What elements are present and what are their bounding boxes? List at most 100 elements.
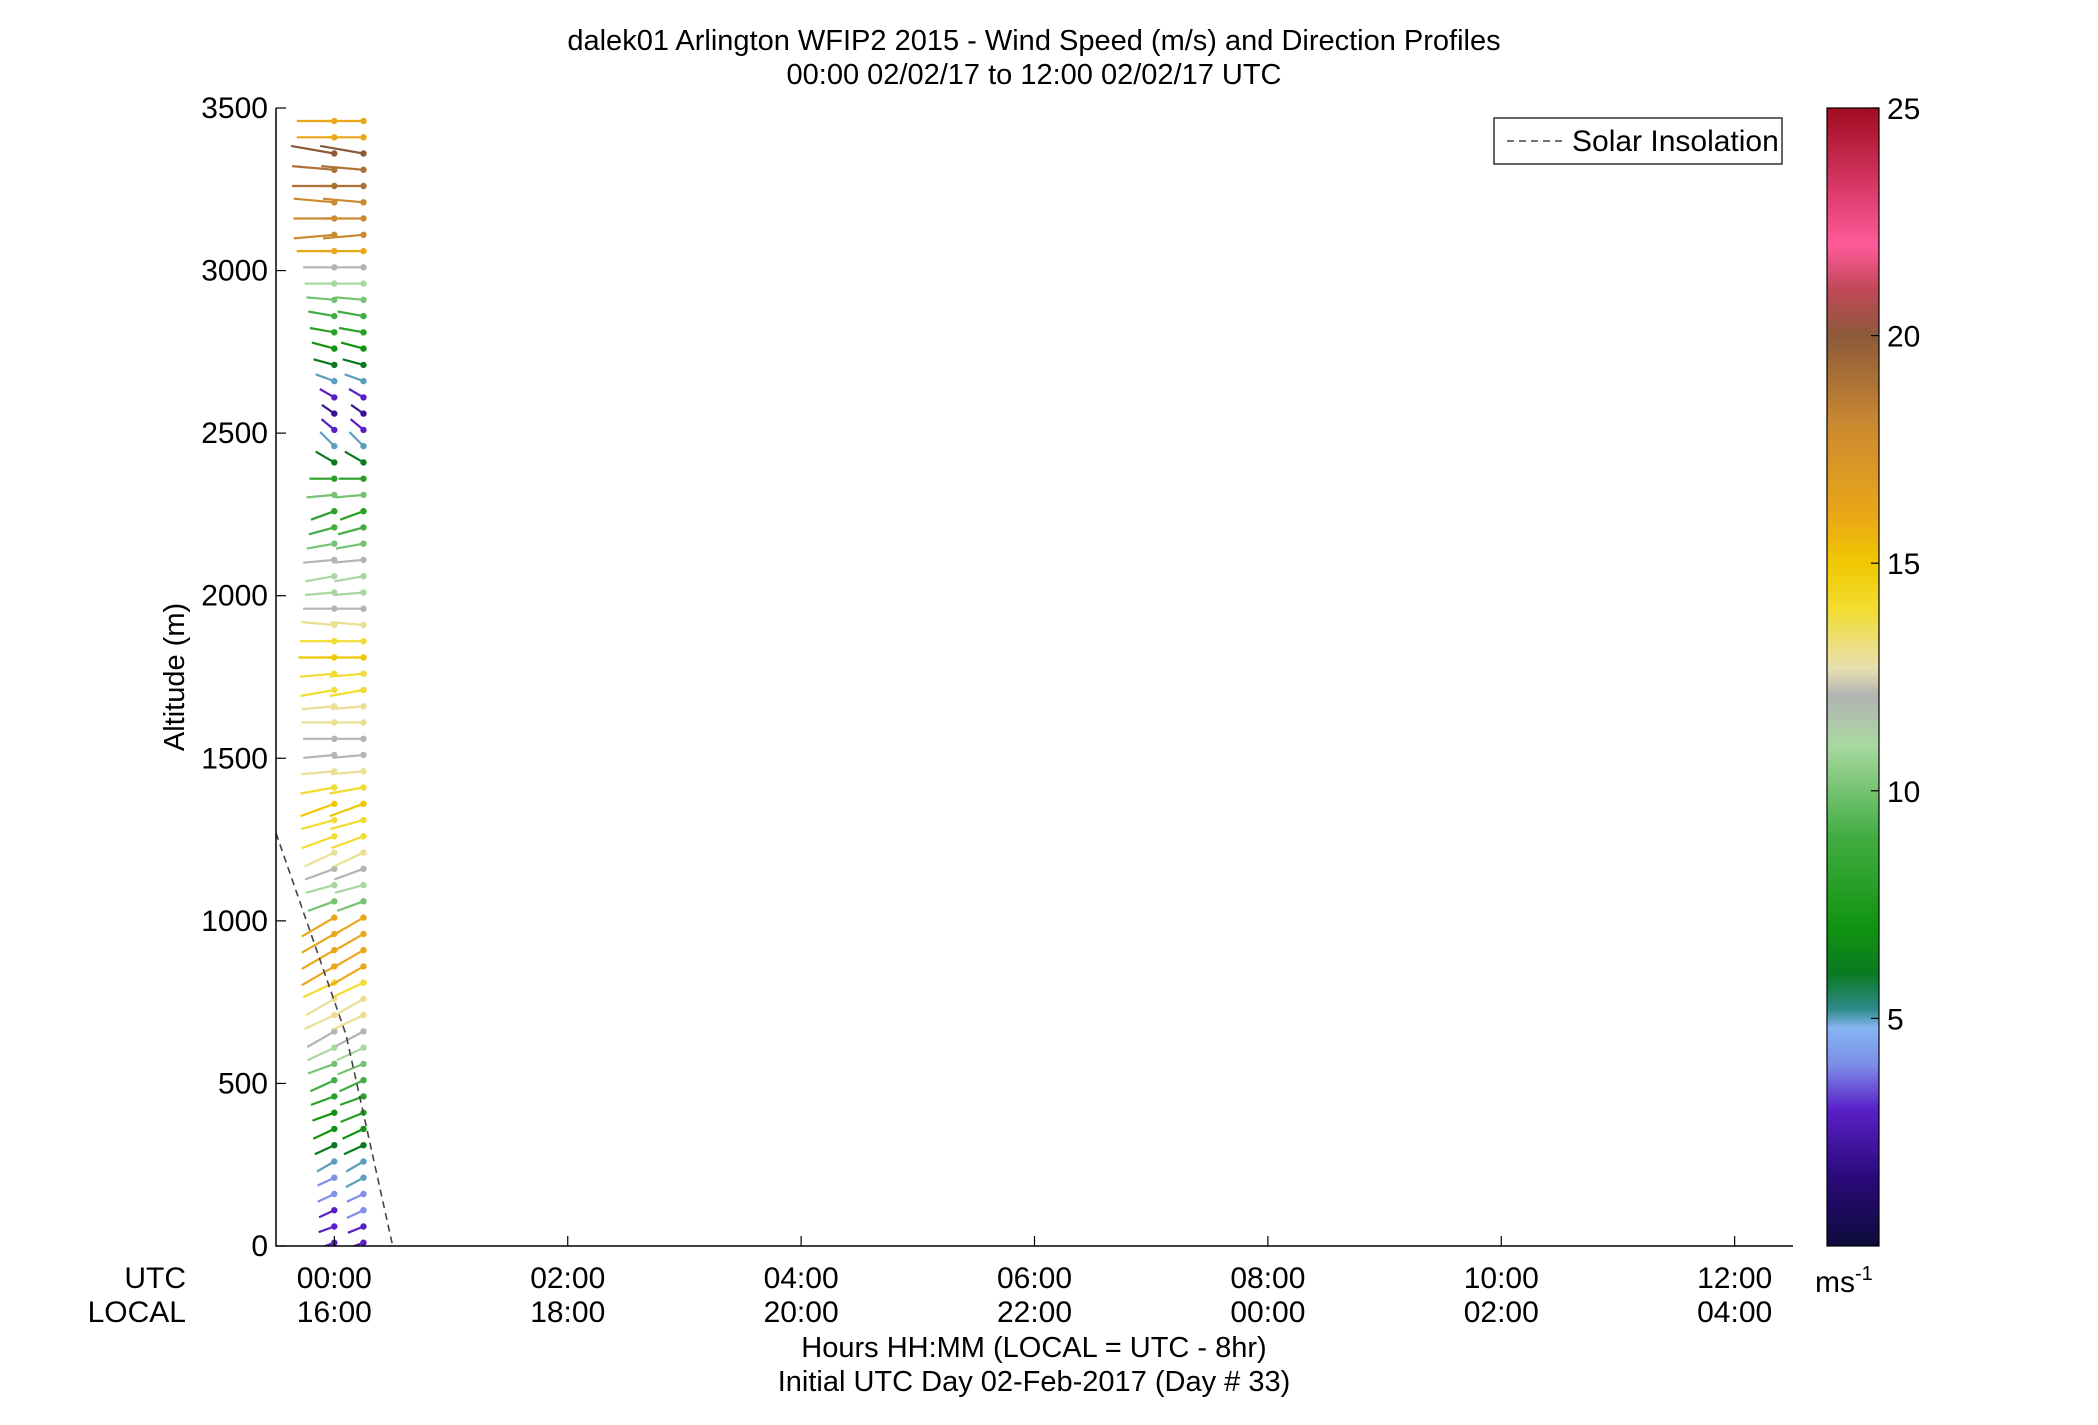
wind-barb-shaft (301, 705, 335, 711)
wind-barb-shaft (301, 949, 335, 970)
wind-barb-dot (360, 1077, 367, 1084)
wind-barb-shaft (334, 997, 365, 1017)
wind-barb-shaft (333, 867, 364, 881)
wind-barb-shaft (330, 819, 364, 831)
wind-barb-shaft (337, 310, 364, 318)
wind-barb-dot (331, 1223, 338, 1230)
wind-barb-shaft (339, 1079, 364, 1093)
x-tick-label-local: 04:00 (1697, 1296, 1772, 1329)
x-row-local-label: LOCAL (88, 1296, 186, 1329)
colorbar-tick-label: 20 (1887, 321, 1920, 354)
wind-barb-shaft (313, 358, 335, 366)
wind-barb-shaft (335, 493, 364, 499)
wind-barb-dot (360, 1125, 367, 1133)
wind-barb-shaft (293, 197, 335, 204)
wind-barb-shaft (301, 932, 335, 954)
wind-barb-dot (331, 784, 338, 791)
x-tick-label-utc: 08:00 (1230, 1262, 1305, 1295)
wind-barb-dot (331, 686, 338, 694)
wind-barb-dot (360, 573, 367, 580)
wind-barb-dot (331, 475, 338, 482)
wind-barb-dot (360, 508, 367, 515)
wind-barb-shaft (330, 705, 364, 711)
wind-barb-shaft (300, 688, 335, 698)
wind-barb-shaft (305, 884, 335, 894)
colorbar-tick-label: 5 (1887, 1003, 1904, 1036)
wind-barb-shaft (329, 786, 364, 795)
wind-barb-dot (360, 459, 367, 466)
wind-barb-shaft (312, 1111, 335, 1122)
wind-barb-dot (331, 312, 338, 320)
y-tick-label: 3500 (201, 92, 268, 125)
wind-barb-dot (331, 508, 338, 515)
wind-barb-dot (360, 1174, 367, 1181)
solar-insolation-line (275, 832, 394, 1247)
wind-barb-dot (331, 394, 338, 401)
wind-barb-dot (360, 312, 367, 320)
wind-barb-dot (331, 573, 338, 580)
wind-barb-shaft (329, 672, 364, 678)
wind-barb-dot (331, 426, 338, 434)
y-tick-label: 2000 (201, 580, 268, 613)
wind-barb-dot (360, 1158, 367, 1165)
wind-barb-shaft (306, 296, 335, 301)
colorbar-ticks: 5 10 15 20 25 (1871, 93, 1920, 1036)
legend-solar-label: Solar Insolation (1572, 125, 1779, 158)
wind-barb-shaft (315, 373, 335, 383)
wind-barb-shaft (329, 688, 364, 698)
wind-barb-dot (360, 1239, 367, 1246)
x-ticks: 00:0016:0002:0018:0004:0020:0006:0022:00… (297, 1236, 1772, 1329)
wind-barb-shaft (332, 558, 364, 564)
wind-barb-shaft (304, 591, 335, 597)
wind-barb-dot (331, 849, 338, 856)
y-axis-label: Altitude (m) (159, 603, 191, 751)
wind-barb-shaft (304, 867, 335, 881)
wind-barb-shaft (300, 802, 335, 818)
wind-barb-dot (360, 231, 367, 238)
wind-barb-shaft (340, 341, 364, 350)
wind-barb-dot (360, 264, 367, 271)
x-row-utc-label: UTC (124, 1262, 186, 1295)
wind-barb-dot (360, 1044, 367, 1051)
chart-title-line2: 00:00 02/02/17 to 12:00 02/02/17 UTC (787, 59, 1282, 91)
wind-barb-dot (360, 199, 367, 206)
colorbar-unit-exponent: -1 (1855, 1263, 1873, 1285)
wind-barb-shaft (345, 1160, 365, 1173)
wind-barb-dot (331, 1011, 338, 1019)
wind-barb-dot (331, 800, 338, 807)
wind-barb-dot (360, 166, 367, 173)
wind-barb-shaft (300, 819, 335, 831)
wind-barb-dot (331, 410, 338, 417)
wind-barb-shaft (330, 949, 365, 970)
wind-barb-shaft (345, 1176, 365, 1189)
colorbar: 5 10 15 20 25 ms-1 (1815, 93, 1920, 1299)
wind-barb-shaft (316, 1160, 335, 1173)
wind-barb-shaft (300, 672, 335, 678)
wind-barb-shaft (301, 965, 335, 987)
colorbar-strip (1826, 107, 1880, 1247)
y-tick-label: 0 (251, 1230, 268, 1263)
wind-barb-dot (331, 881, 338, 889)
wind-barb-dot (360, 849, 367, 856)
wind-barb-shaft (321, 165, 364, 171)
wind-barb-dot (360, 215, 367, 222)
wind-barb-dot (360, 670, 367, 677)
wind-barb-shaft (322, 233, 364, 240)
wind-barb-dot (360, 1142, 367, 1149)
wind-barb-shaft (333, 591, 364, 597)
wind-barb-dot (331, 1077, 338, 1084)
colorbar-unit-label: ms-1 (1815, 1263, 1873, 1299)
wind-barb-shaft (307, 1046, 335, 1062)
wind-barb-dot (331, 361, 338, 369)
wind-barb-shaft (307, 1062, 335, 1075)
wind-barb-shaft (312, 1127, 335, 1140)
wind-barb-shaft (319, 431, 336, 447)
wind-barb-dot (360, 963, 367, 970)
wind-barb-dot (360, 995, 367, 1003)
wind-barb-shaft (314, 1144, 335, 1156)
wind-barb-dot (360, 182, 367, 190)
y-ticks: 0 500 1000 1500 2000 2500 3000 3500 (201, 92, 286, 1263)
wind-barb-shaft (348, 431, 365, 447)
wind-barb-dot (360, 1223, 367, 1230)
